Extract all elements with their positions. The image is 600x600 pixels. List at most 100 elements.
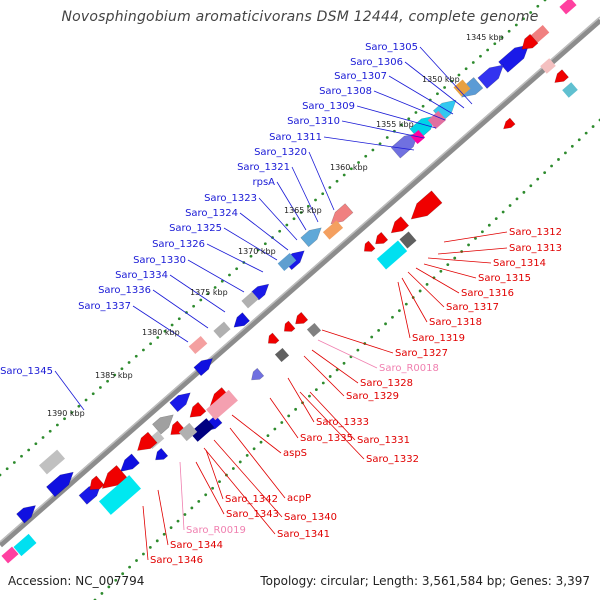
forward-gene-box bbox=[427, 110, 447, 130]
tick-dot bbox=[120, 367, 124, 371]
reverse-gene-label: Saro_1314 bbox=[493, 258, 546, 269]
reverse-gene-label: Saro_1344 bbox=[170, 540, 223, 551]
reverse-gene-label: Saro_1331 bbox=[357, 435, 410, 446]
tick-dot bbox=[204, 493, 208, 497]
leader-line bbox=[142, 505, 149, 561]
forward-gene-label: Saro_1325 bbox=[169, 223, 222, 234]
tick-dot bbox=[414, 111, 418, 114]
tick-dot bbox=[407, 117, 411, 121]
tick-dot bbox=[134, 354, 138, 358]
tick-dot bbox=[570, 144, 574, 148]
tick-dot bbox=[514, 23, 518, 27]
forward-gene-label: Saro_1307 bbox=[334, 71, 387, 82]
forward-gene-label: Saro_1326 bbox=[152, 239, 205, 250]
tick-dot bbox=[529, 11, 533, 14]
forward-gene-label: Saro_1311 bbox=[269, 132, 322, 143]
tick-dot bbox=[328, 186, 332, 189]
reverse-gene-arrow bbox=[554, 69, 569, 83]
leader-line bbox=[213, 439, 283, 518]
tick-dot bbox=[238, 460, 242, 464]
reverse-gene-arrow bbox=[295, 311, 309, 325]
reverse-gene-label: Saro_1329 bbox=[346, 391, 399, 402]
tick-dot bbox=[335, 179, 339, 183]
leader-line bbox=[373, 90, 446, 121]
reverse-gene-label: Saro_1335 bbox=[300, 433, 353, 444]
tick-dot bbox=[107, 585, 111, 589]
tick-dot bbox=[278, 229, 282, 233]
reverse-gene-label: Saro_R0018 bbox=[379, 363, 439, 374]
tick-dot bbox=[349, 167, 353, 171]
tick-dot bbox=[474, 236, 477, 240]
forward-gene-arrow bbox=[46, 471, 74, 498]
genome-backbone bbox=[0, 17, 600, 548]
forward-gene-box bbox=[39, 449, 65, 475]
tick-dot bbox=[163, 329, 167, 333]
tick-dot bbox=[27, 448, 31, 452]
tick-dot bbox=[543, 171, 547, 175]
reverse-gene-label: Saro_1340 bbox=[284, 512, 337, 523]
tick-dot bbox=[457, 73, 461, 77]
leader-line bbox=[419, 46, 473, 105]
tick-dot bbox=[91, 392, 95, 396]
forward-gene-arrow bbox=[461, 77, 484, 98]
tick-dot bbox=[177, 317, 181, 321]
leader-line bbox=[287, 377, 315, 423]
forward-gene-box bbox=[453, 79, 471, 97]
forward-gene-box bbox=[1, 546, 19, 564]
tick-dot bbox=[522, 17, 525, 21]
leader-line bbox=[437, 247, 508, 255]
tick-dot bbox=[263, 242, 267, 246]
kbp-marker: 1360 kbp bbox=[330, 163, 368, 172]
feature-layer bbox=[1, 0, 578, 564]
reverse-gene-arrow bbox=[89, 475, 105, 490]
reverse-gene-arrow bbox=[189, 401, 207, 418]
tick-dot bbox=[487, 223, 491, 227]
forward-gene-label: Saro_1308 bbox=[319, 86, 372, 97]
forward-gene-label: Saro_1330 bbox=[133, 255, 186, 266]
reverse-gene-label: Saro_1317 bbox=[446, 302, 499, 313]
tick-dot bbox=[493, 42, 497, 46]
tick-dot bbox=[577, 138, 581, 142]
tick-dot bbox=[34, 442, 38, 446]
forward-gene-box bbox=[213, 321, 231, 339]
tick-dot bbox=[356, 348, 360, 352]
leader-line bbox=[427, 257, 492, 264]
tick-dot bbox=[148, 545, 152, 549]
reverse-gene-arrow bbox=[155, 447, 169, 461]
tick-dot bbox=[321, 381, 325, 385]
forward-gene-box bbox=[188, 335, 208, 355]
reverse-gene-label: Saro_1318 bbox=[429, 317, 482, 328]
tick-dot bbox=[384, 322, 387, 326]
tick-dot bbox=[370, 335, 374, 339]
leader-line bbox=[323, 136, 415, 151]
reverse-gene-label: Saro_1343 bbox=[226, 509, 279, 520]
tick-dot bbox=[228, 273, 231, 277]
leader-lines bbox=[54, 46, 508, 561]
tick-dot bbox=[41, 436, 45, 439]
tick-dot bbox=[494, 217, 498, 221]
reverse-gene-label: Saro_1319 bbox=[412, 333, 465, 344]
reverse-gene-arrow bbox=[363, 240, 376, 252]
forward-gene-box bbox=[13, 533, 37, 557]
forward-gene-arrow bbox=[477, 64, 504, 89]
forward-gene-box bbox=[241, 291, 259, 309]
tick-dot bbox=[306, 204, 310, 208]
leader-line bbox=[407, 271, 445, 308]
tick-dot bbox=[77, 404, 81, 408]
tick-dot bbox=[55, 423, 59, 427]
forward-gene-label: Saro_1310 bbox=[287, 116, 340, 127]
tick-dot bbox=[467, 243, 470, 247]
tick-dot bbox=[314, 388, 318, 391]
forward-gene-label: Saro_1336 bbox=[98, 285, 151, 296]
inner-tick-ring bbox=[93, 118, 600, 600]
tick-dot bbox=[508, 204, 512, 207]
kbp-marker: 1375 kbp bbox=[190, 288, 228, 297]
tick-dot bbox=[446, 263, 450, 267]
tick-dot bbox=[266, 434, 270, 438]
tick-dot bbox=[342, 173, 346, 177]
leader-line bbox=[341, 120, 425, 139]
tick-dot bbox=[308, 394, 311, 398]
reverse-gene-box bbox=[562, 82, 578, 98]
reverse-gene-label: Saro_1316 bbox=[461, 288, 514, 299]
